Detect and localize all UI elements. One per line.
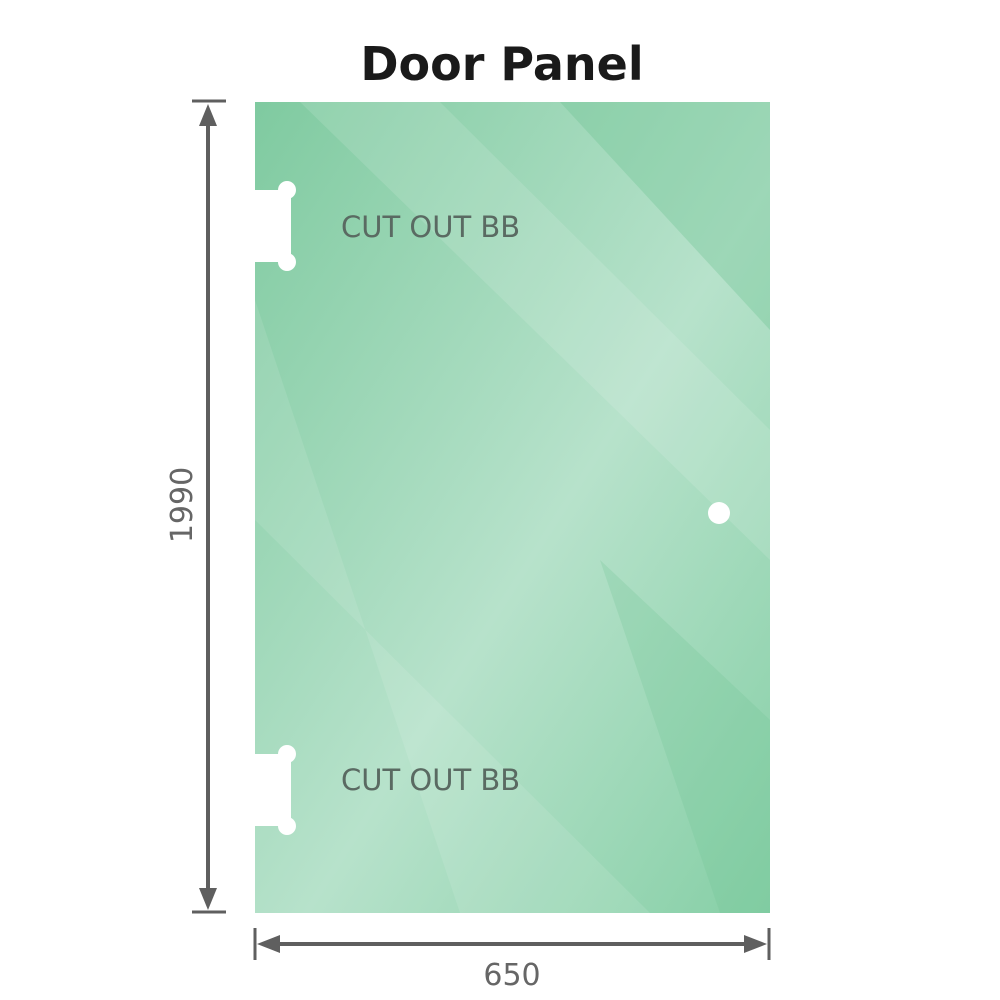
height-dimension bbox=[192, 99, 226, 914]
cutout-label-top: CUT OUT BB bbox=[341, 210, 520, 244]
height-value: 1990 bbox=[165, 467, 200, 543]
cutout-label-bottom: CUT OUT BB bbox=[341, 763, 520, 797]
cutout-top bbox=[255, 181, 296, 271]
glass-panel bbox=[255, 102, 770, 913]
handle-hole bbox=[708, 502, 730, 524]
width-value: 650 bbox=[483, 958, 540, 993]
diagram-title: Door Panel bbox=[360, 37, 643, 91]
width-dimension bbox=[253, 928, 771, 960]
cutout-bottom bbox=[255, 745, 296, 835]
